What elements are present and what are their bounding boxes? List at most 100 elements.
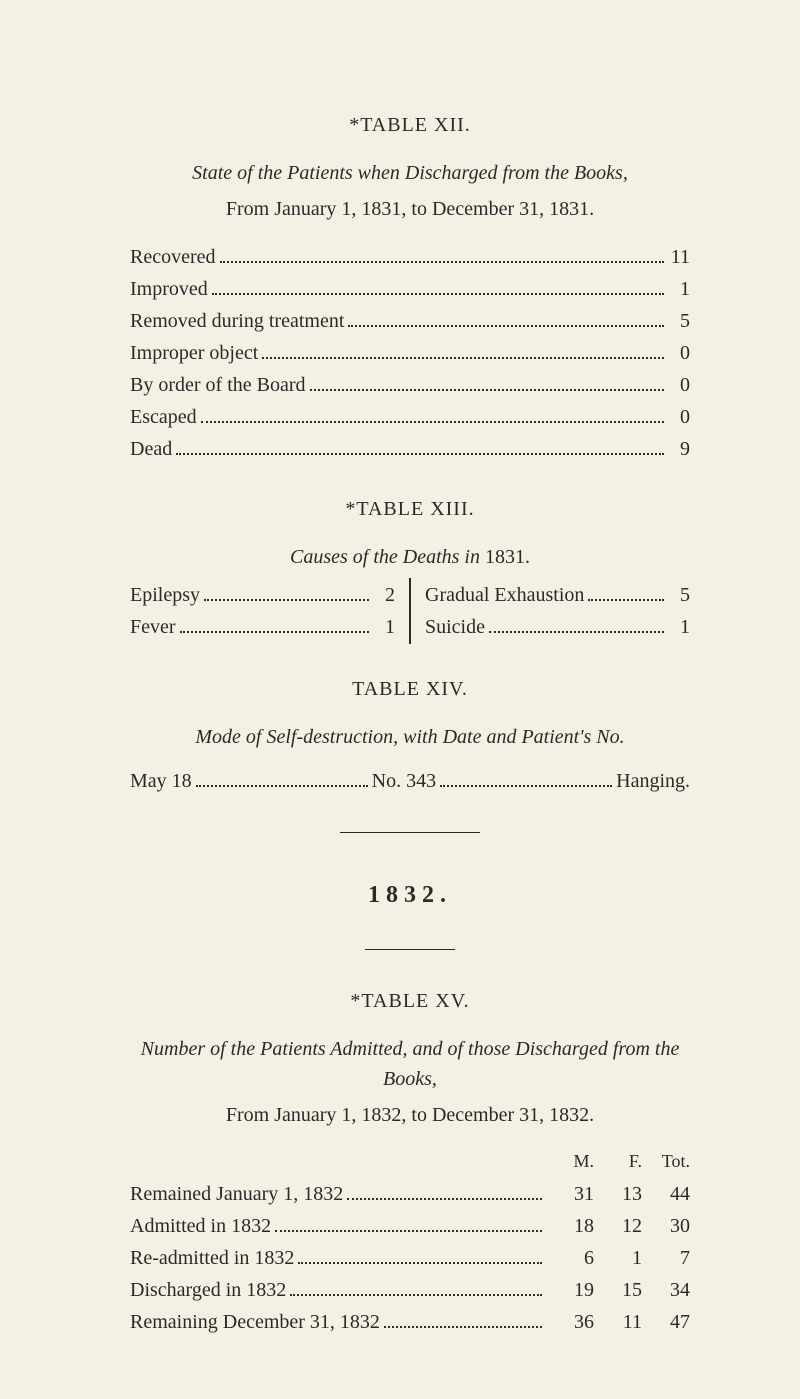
row-label: Recovered [130, 242, 216, 272]
dots [262, 345, 664, 359]
cell-f: 11 [594, 1307, 642, 1337]
cell-m: 6 [546, 1243, 594, 1273]
row-value: 5 [668, 580, 690, 610]
dots [489, 619, 664, 633]
dots [180, 619, 369, 633]
cell-tot: 47 [642, 1307, 690, 1337]
list-item: Fever 1 [130, 612, 395, 642]
row-label: Epilepsy [130, 580, 200, 610]
dots [588, 587, 664, 601]
table12-subtitle-italic: State of the Patients when Discharged fr… [130, 158, 690, 188]
cell-m: 36 [546, 1307, 594, 1337]
row-value: 2 [373, 580, 395, 610]
dots [347, 1186, 542, 1200]
cell-tot: 7 [642, 1243, 690, 1273]
cell-m: 18 [546, 1211, 594, 1241]
spacer [130, 1148, 546, 1175]
table13-right-col: Gradual Exhaustion 5 Suicide 1 [411, 578, 690, 644]
list-item: By order of the Board 0 [130, 370, 690, 400]
table13-subtitle-year: 1831. [480, 546, 530, 568]
rule-short [365, 949, 455, 950]
cell-f: 1 [594, 1243, 642, 1273]
table-row: Admitted in 1832181230 [130, 1211, 690, 1241]
table13-columns: Epilepsy2Fever1 Gradual Exhaustion5Suici… [130, 578, 690, 644]
cell-f: 13 [594, 1179, 642, 1209]
table15-header-row: M. F. Tot. [130, 1148, 690, 1175]
table13-subtitle-italic: Causes of the Deaths in [290, 546, 480, 568]
dots [176, 441, 664, 455]
cell-tot: 30 [642, 1211, 690, 1241]
row-label: Admitted in 1832 [130, 1211, 271, 1241]
table-row: Discharged in 1832191534 [130, 1275, 690, 1305]
dots [440, 773, 612, 787]
dots [220, 249, 664, 263]
list-item: Recovered 11 [130, 242, 690, 272]
table12-list: Recovered11Improved1Removed during treat… [130, 242, 690, 464]
table14-heading: TABLE XIV. [130, 674, 690, 704]
dots [290, 1282, 542, 1296]
table12-subtitle-roman: From January 1, 1831, to December 31, 18… [130, 194, 690, 224]
list-item: Gradual Exhaustion 5 [425, 580, 690, 610]
page: *TABLE XII. State of the Patients when D… [0, 0, 800, 1399]
cell-tot: 44 [642, 1179, 690, 1209]
row-label: Improved [130, 274, 208, 304]
dots [384, 1314, 542, 1328]
table-row: Re-admitted in 1832 617 [130, 1243, 690, 1273]
row-label: Dead [130, 434, 172, 464]
row-value: 11 [668, 242, 690, 272]
table15-subtitle-italic: Number of the Patients Admitted, and of … [130, 1034, 690, 1094]
list-item: Removed during treatment 5 [130, 306, 690, 336]
row-label: Escaped [130, 402, 197, 432]
dots [212, 281, 664, 295]
list-item: Dead 9 [130, 434, 690, 464]
table14-no: No. 343 [372, 766, 436, 796]
dots [201, 409, 664, 423]
row-value: 1 [668, 612, 690, 642]
row-value: 0 [668, 370, 690, 400]
table14-mode: Hanging. [616, 766, 690, 796]
year-heading: 1832. [130, 877, 690, 913]
table-row: Remaining December 31, 1832 361147 [130, 1307, 690, 1337]
table15-heading: *TABLE XV. [130, 986, 690, 1016]
list-item: Suicide 1 [425, 612, 690, 642]
row-label: Remained January 1, 1832 [130, 1179, 343, 1209]
cell-m: 19 [546, 1275, 594, 1305]
cell-m: 31 [546, 1179, 594, 1209]
table14-subtitle-italic: Mode of Self-destruction, with Date and … [130, 722, 690, 752]
row-value: 0 [668, 338, 690, 368]
row-label: Discharged in 1832 [130, 1275, 286, 1305]
table15-body: M. F. Tot. Remained January 1, 183231134… [130, 1148, 690, 1337]
table13-left-col: Epilepsy 2 Fever 1 [130, 578, 411, 644]
row-value: 9 [668, 434, 690, 464]
dots [348, 313, 664, 327]
row-label: Gradual Exhaustion [425, 580, 584, 610]
row-label: Improper object [130, 338, 258, 368]
table15-subtitle-roman: From January 1, 1832, to December 31, 18… [130, 1100, 690, 1130]
list-item: Escaped0 [130, 402, 690, 432]
row-label: Suicide [425, 612, 485, 642]
col-header-m: M. [546, 1148, 594, 1175]
rule [340, 832, 480, 833]
row-label: By order of the Board [130, 370, 306, 400]
dots [275, 1218, 542, 1232]
row-value: 5 [668, 306, 690, 336]
dots [204, 587, 369, 601]
table13-subtitle: Causes of the Deaths in 1831. [130, 542, 690, 572]
cell-f: 15 [594, 1275, 642, 1305]
table12-heading: *TABLE XII. [130, 110, 690, 140]
row-value: 1 [373, 612, 395, 642]
col-header-f: F. [594, 1148, 642, 1175]
list-item: Epilepsy 2 [130, 580, 395, 610]
table14-date: May 18 [130, 766, 192, 796]
dots [310, 377, 664, 391]
table-row: Remained January 1, 1832 311344 [130, 1179, 690, 1209]
row-value: 1 [668, 274, 690, 304]
row-label: Remaining December 31, 1832 [130, 1307, 380, 1337]
row-label: Re-admitted in 1832 [130, 1243, 294, 1273]
dots [298, 1250, 542, 1264]
list-item: Improper object 0 [130, 338, 690, 368]
row-label: Fever [130, 612, 176, 642]
list-item: Improved 1 [130, 274, 690, 304]
dots [196, 773, 368, 787]
row-label: Removed during treatment [130, 306, 344, 336]
